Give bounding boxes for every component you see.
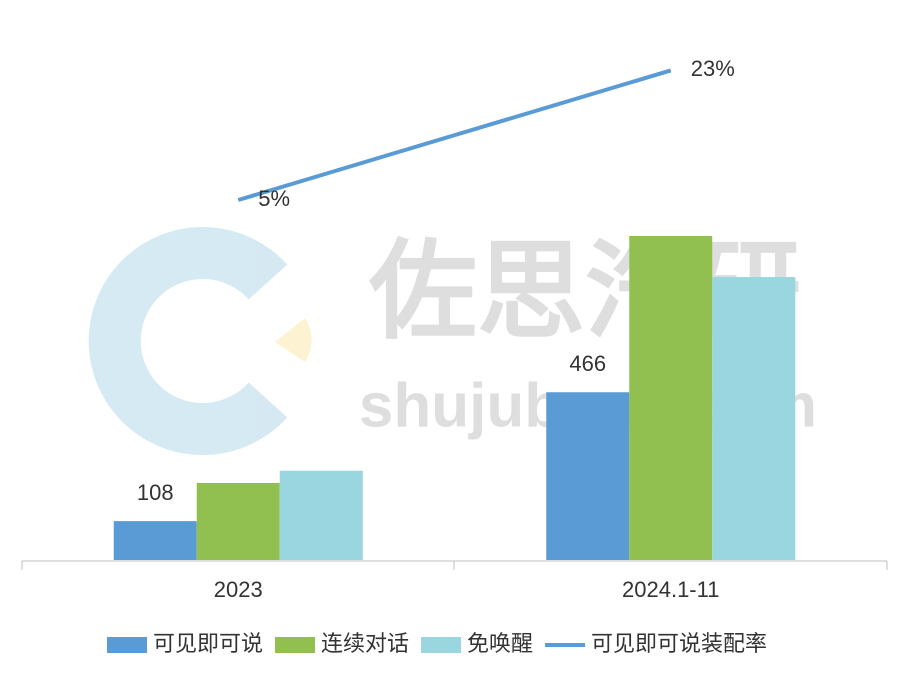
bar: [196, 482, 280, 560]
data-label: 23%: [691, 56, 735, 81]
bar: [279, 470, 363, 560]
watermark-logo: [88, 227, 288, 455]
bar: [546, 392, 630, 560]
data-label: 466: [569, 351, 606, 376]
watermark-logo-accent: [275, 318, 312, 362]
bar: [712, 277, 796, 560]
legend-label: 连续对话: [321, 631, 409, 656]
x-tick-label: 2024.1-11: [622, 577, 719, 602]
legend-label: 免唤醒: [467, 631, 533, 656]
x-tick-label: 2023: [214, 577, 263, 602]
legend-swatch: [421, 637, 462, 653]
bar: [113, 521, 197, 560]
data-label: 108: [137, 480, 174, 505]
legend-swatch: [275, 637, 316, 653]
line: [237, 68, 672, 202]
legend-swatch: [107, 637, 147, 653]
legend-label: 可见即可说装配率: [591, 631, 767, 656]
legend-label: 可见即可说: [153, 631, 263, 656]
data-label: 5%: [258, 186, 290, 211]
bar: [629, 236, 713, 560]
